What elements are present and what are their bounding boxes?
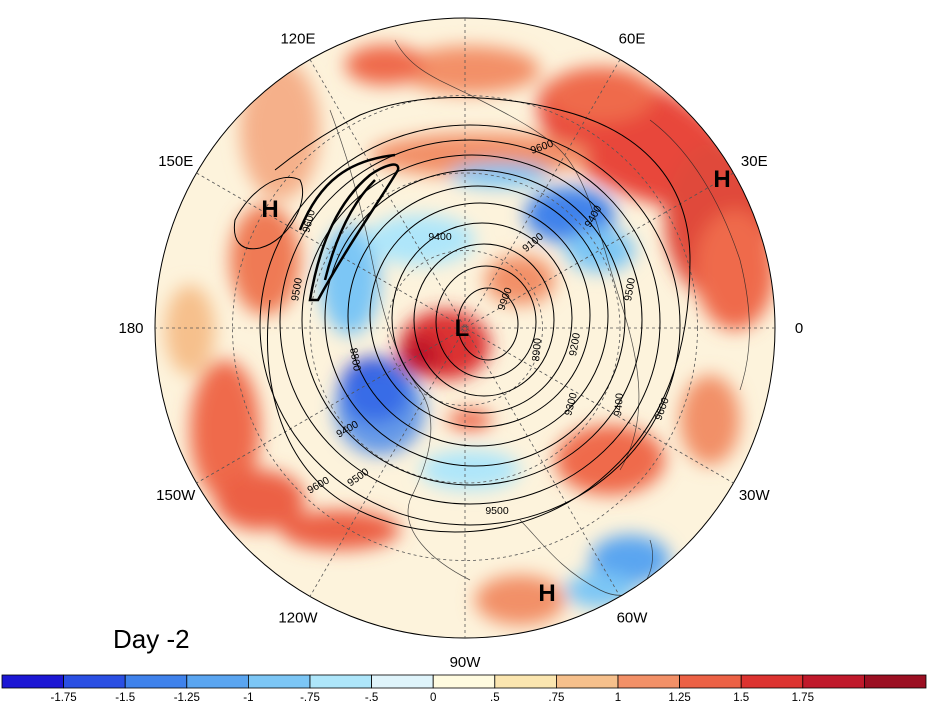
latitude-circle [232,95,698,561]
contour-value-label: 9400 [428,231,452,243]
longitude-label: 120E [280,31,315,48]
colorbar-swatch [617,674,680,689]
contour-line [369,202,591,428]
panel-label: Day -2 [113,624,190,654]
contour-line [259,124,681,526]
longitude-label: 30E [741,153,768,170]
contour-line [233,176,304,250]
colorbar-tick-label: -.5 [365,692,378,702]
contour-value-label: 8900 [530,337,544,361]
meridian-line [309,59,621,597]
colorbar-tick-label: 1.5 [733,692,749,702]
contour-value-label: 9600 [300,208,318,234]
longitude-label: 180 [118,320,143,337]
longitude-label: 150E [158,153,193,170]
longitude-label: 0 [795,320,803,337]
contour-line [347,185,609,447]
contour-line-bold [308,163,400,302]
colorbar-swatch [124,674,188,689]
longitude-label: 30W [739,487,771,504]
colorbar-swatch [802,674,865,689]
contour-line [391,222,573,414]
contour-line [435,265,537,379]
colorbar-swatch [432,674,496,689]
colorbar-tick-label: -.75 [300,692,320,702]
contour-line [324,169,626,467]
contour-line [279,139,661,505]
contour-line-bold [298,153,396,231]
colorbar-tick-label: 1.25 [668,692,690,702]
colorbar-tick-label: 1.75 [792,692,814,702]
colorbar-swatch [63,674,126,689]
contour-value-label: 9500 [485,505,509,517]
latitude-circle [387,250,543,406]
contour-line [267,97,691,533]
colorbar-swatch [1,674,64,689]
colorbar-tick-label: .5 [490,692,500,702]
pressure-center-caribbean: H [538,580,555,607]
longitude-label: 60W [617,609,649,626]
longitude-label: 150W [156,487,196,504]
contour-value-label: 9300 [562,391,580,417]
graticule [155,18,775,638]
colorbar-swatch [740,674,804,689]
colorbar-swatch [371,674,434,689]
pressure-center-pole: L [455,315,470,342]
longitude-label: 60E [619,31,646,48]
meridian-line [309,59,621,597]
colorbar-swatch [864,674,927,689]
colorbar-tick-label: -1.25 [174,692,200,702]
colorbar-tick-label: 1 [615,692,621,702]
contour-line-bold [323,179,376,281]
longitude-label: 120W [278,609,318,626]
contour-value-label: 8800 [347,347,363,372]
colorbar-tick-label: 0 [430,692,436,702]
colorbar-swatch [494,674,557,689]
colorbar-swatch [247,674,311,689]
pressure-center-russia: H [713,166,730,193]
colorbar: -1.75 -1.5 -1.25 -1 -.75 -.5 0 .5 .75 1 1.25 1.5 1.7… [1,674,927,702]
contour-value-label: 9500 [289,277,305,302]
contour-line [301,154,643,486]
colorbar-tick-label: -1 [243,692,253,702]
colorbar-swatch [186,674,249,689]
contour-value-label: 9400 [612,392,626,416]
colorbar-swatch [309,674,372,689]
pressure-center-labels: H H L H [261,166,730,607]
colorbar-tick-label: -1.75 [50,692,76,702]
colorbar-swatch [679,674,742,689]
contour-value-label: 9200 [567,332,583,357]
height-contours [233,97,691,533]
colorbar-swatch [556,674,619,689]
colorbar-tick-label: -1.5 [115,692,135,702]
longitude-labels: 90E 60E 30E 0 30W 60W 90W 120W 150W 180 150E 120E [118,0,803,671]
contour-line [413,243,555,397]
contour-line [457,287,519,361]
colorbar-tick-label: .75 [548,692,564,702]
contour-value-label: 9500 [622,277,638,302]
meridian-line [196,172,734,484]
longitude-label: 90W [450,654,482,671]
anomaly-field [155,18,775,638]
longitude-label: 90E [452,0,479,3]
pressure-center-east-asia-pacific: H [261,196,278,223]
